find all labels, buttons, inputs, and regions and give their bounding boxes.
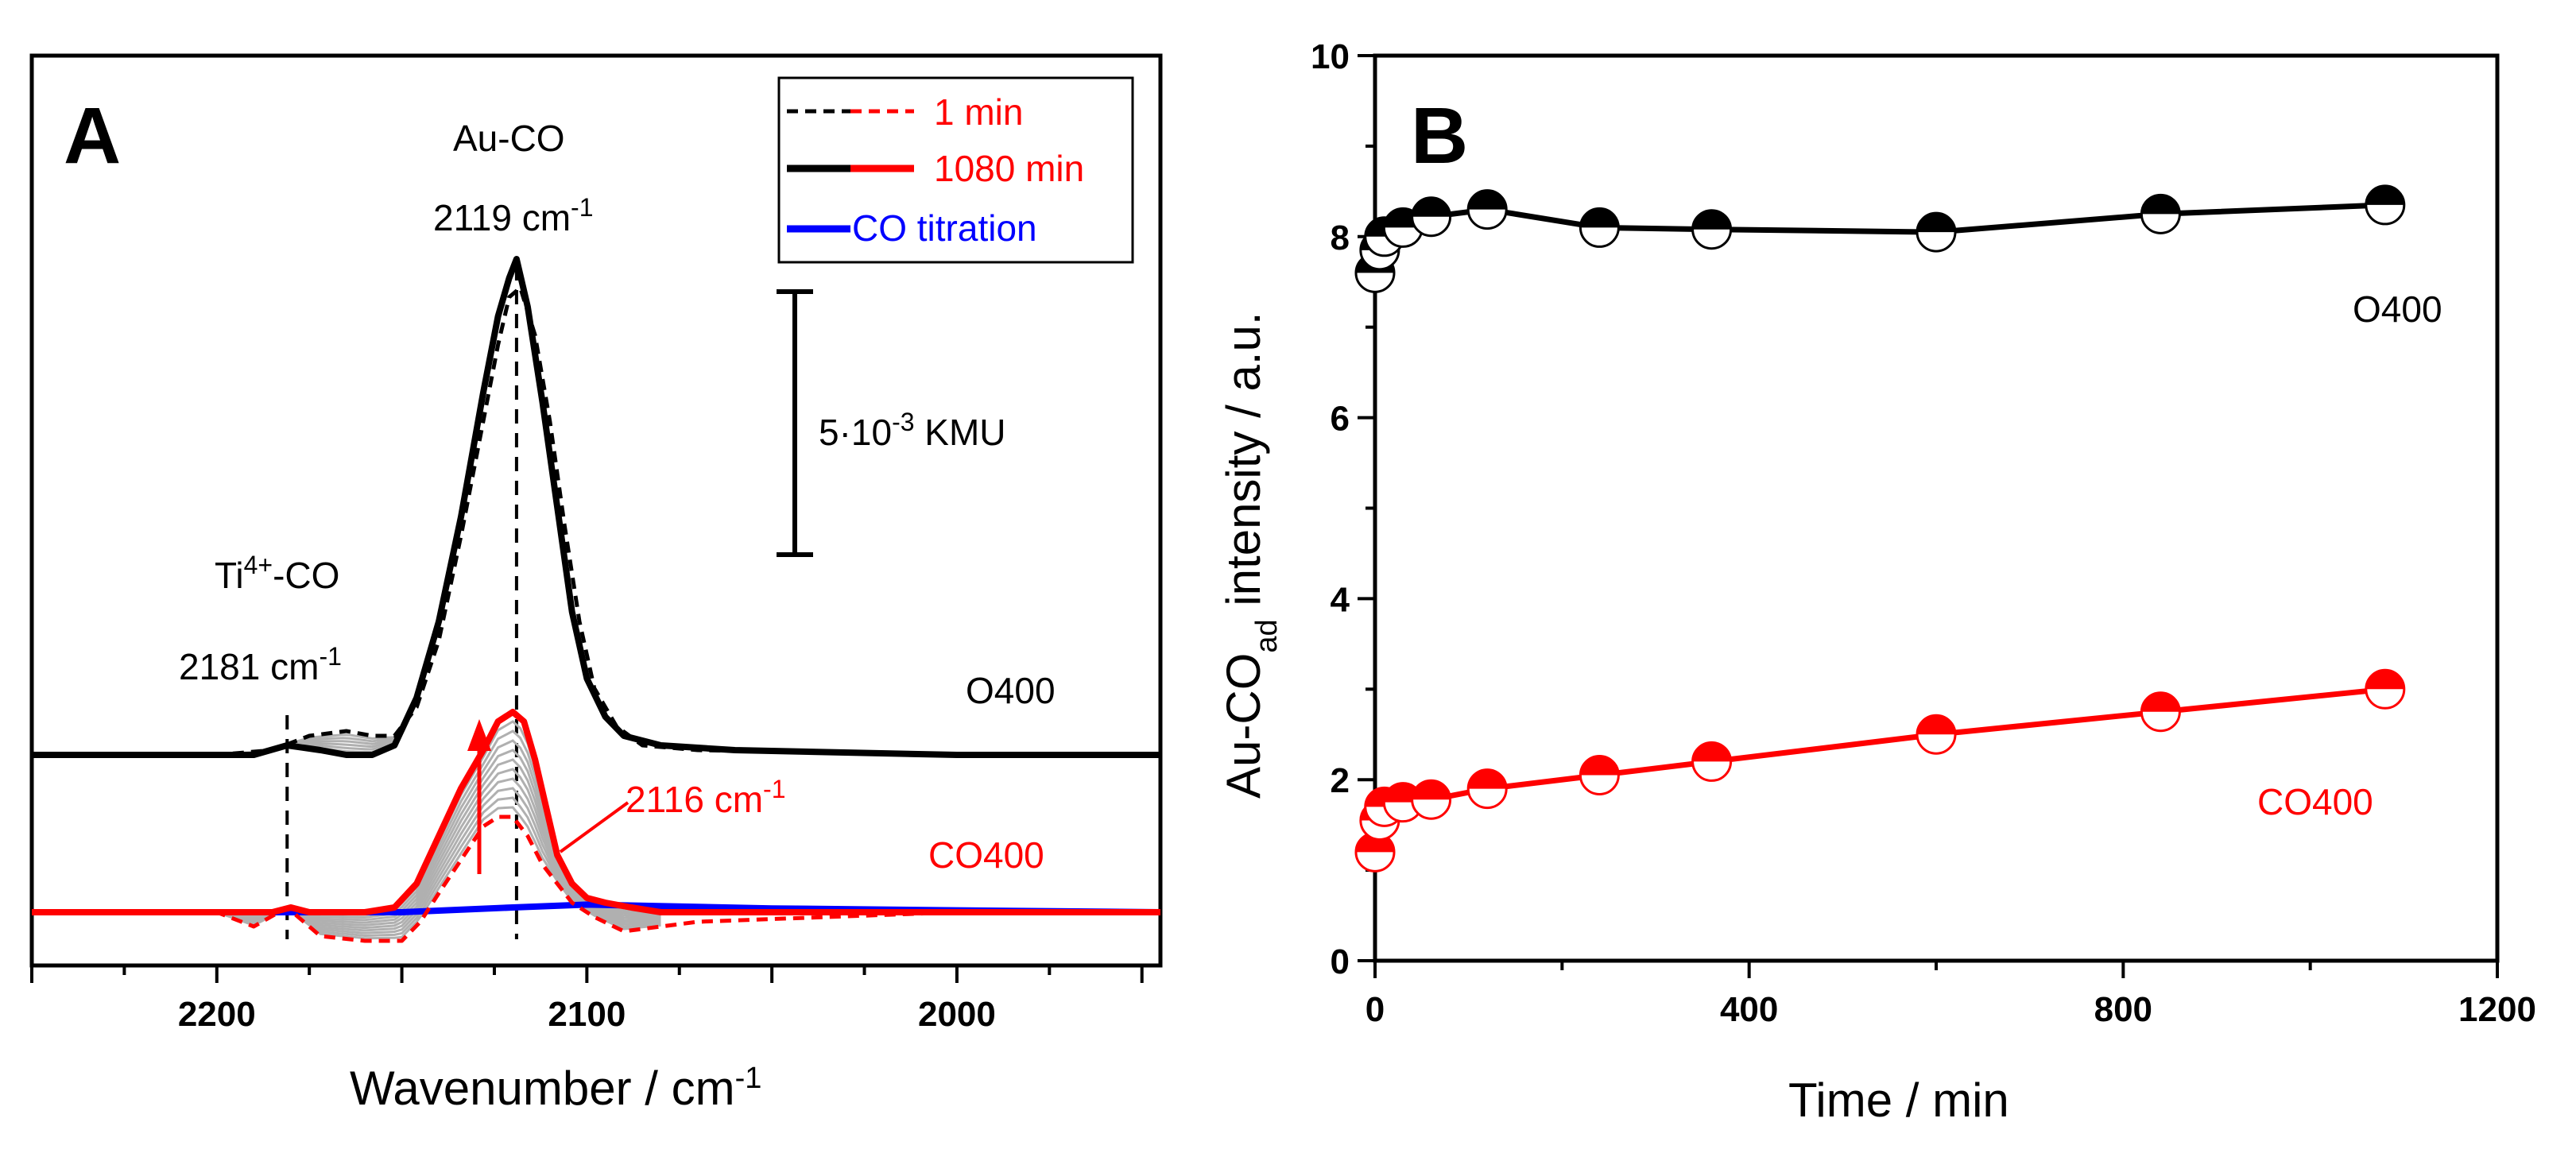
x-tick-label: 2200 (178, 995, 256, 1034)
series-o400-1080-min (32, 256, 1160, 758)
x-tick-label: 800 (2094, 990, 2152, 1029)
x-tick-label: 2100 (548, 995, 626, 1034)
legend-entry-1080min: 1080 min (787, 148, 1084, 189)
marker-fill-half (1468, 769, 1507, 789)
marker-fill-half (1692, 742, 1731, 762)
scale-bar-label: 5·10-3 KMU (819, 408, 1006, 453)
marker-fill-half (1412, 780, 1451, 800)
y-tick-label: 2 (1331, 761, 1350, 800)
y-tick-label: 4 (1331, 580, 1350, 619)
marker-fill-half (2141, 195, 2180, 215)
marker-fill-half (1468, 190, 1507, 210)
marker-fill-half (1917, 715, 1955, 735)
data-point (2140, 193, 2181, 234)
co400-peak-pointer (559, 801, 629, 853)
data-point (1579, 755, 1620, 796)
data-point (1916, 211, 1957, 253)
panel-a-x-axis-label: Wavenumber / cm-1 (350, 1062, 761, 1115)
marker-fill-half (1692, 210, 1731, 230)
legend-label-1080min: 1080 min (934, 148, 1084, 189)
x-tick-label: 2000 (918, 995, 996, 1034)
growth-arrow-head (467, 719, 491, 751)
ti-co-label: Ti4+-CO (215, 551, 339, 596)
x-tick-label: 1200 (2458, 990, 2536, 1029)
panel-b-ticks: 0 400 800 1200 0 2 4 6 8 10 (1311, 37, 2536, 1029)
panel-b-y-axis-label: Au-COad intensity / a.u. (1217, 311, 1284, 799)
panel-a-x-ticks: 2200 2100 2000 (30, 965, 1144, 1034)
legend-entry-co-titration: CO titration (787, 207, 1037, 249)
data-point (1411, 779, 1452, 820)
marker-fill-half (2365, 670, 2404, 690)
reference-lines (285, 266, 518, 939)
marker-fill-half (2141, 692, 2180, 712)
au-co-label: Au-CO (453, 118, 565, 159)
marker-fill-half (1580, 208, 1619, 228)
data-point (2365, 668, 2406, 710)
x-tick-label: 0 (1365, 990, 1385, 1029)
o400-label-b: O400 (2353, 288, 2442, 330)
legend-entry-1min: 1 min (787, 91, 1023, 133)
panel-b: B 0 400 800 1200 0 2 4 6 8 10 Time / min Au-COad … (1217, 37, 2536, 1127)
data-point (1466, 768, 1508, 810)
legend-label-co-titration: CO titration (852, 207, 1037, 249)
panel-b-letter: B (1411, 91, 1468, 180)
co400-label-b: CO400 (2257, 781, 2373, 822)
marker-fill-half (2365, 185, 2404, 205)
au-co-peak-label: 2119 cm-1 (433, 193, 593, 238)
ti-co-peak-label: 2181 cm-1 (179, 642, 342, 687)
series-co400-1-min (32, 814, 1160, 943)
data-point (1691, 741, 1733, 782)
data-point (1579, 207, 1620, 248)
scale-bar (777, 289, 813, 557)
data-point (1691, 209, 1733, 250)
legend: 1 min 1080 min CO titration (777, 76, 1134, 264)
y-tick-label: 10 (1311, 37, 1350, 76)
panel-b-x-axis-label: Time / min (1788, 1074, 2009, 1127)
panel-b-frame (1373, 53, 2500, 963)
y-tick-label: 6 (1331, 400, 1350, 439)
panel-a: A 2200 2100 2000 Wavenumber / cm-1 Au-CO 2… (29, 53, 1163, 1115)
data-point (1916, 714, 1957, 755)
y-tick-label: 0 (1331, 942, 1350, 981)
legend-label-1min: 1 min (934, 91, 1023, 133)
marker-fill-half (1580, 756, 1619, 776)
spectra-curves (32, 256, 1161, 943)
marker-fill-half (1412, 197, 1451, 217)
marker-fill-half (1917, 213, 1955, 233)
o400-label-a: O400 (966, 670, 1056, 711)
series-line-co400 (1372, 686, 2386, 853)
series-o400-1-min (32, 285, 1160, 757)
series-co400-1080-min (32, 709, 1160, 915)
co400-peak-label: 2116 cm-1 (626, 775, 785, 820)
data-point (1411, 196, 1452, 238)
panel-a-frame (29, 53, 1163, 968)
panel-b-series (1354, 184, 2406, 872)
data-point (2365, 184, 2406, 226)
series-line-o400 (1372, 202, 2385, 274)
x-tick-label: 400 (1720, 990, 1778, 1029)
data-point (1466, 189, 1508, 230)
data-point (2140, 691, 2181, 733)
y-tick-label: 8 (1331, 219, 1350, 257)
panel-a-letter: A (64, 91, 121, 180)
co400-label-a: CO400 (928, 834, 1044, 876)
